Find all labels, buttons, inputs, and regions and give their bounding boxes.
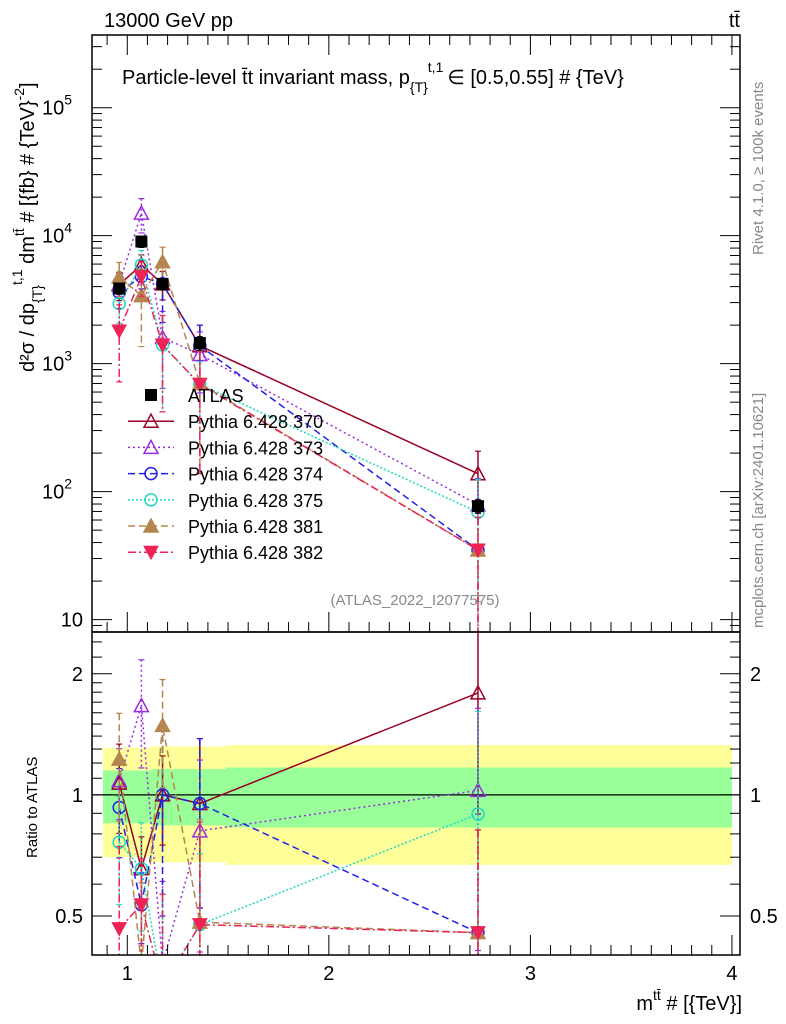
legend-entry-pythia-6-428-375: Pythia 6.428 375 [128, 491, 323, 511]
legend-entry-atlas: ATLAS [145, 386, 244, 406]
ratio-y-axis-label: Ratio to ATLAS [24, 757, 41, 858]
y-tick-label-exponent: 3 [64, 348, 72, 364]
x-tick-label: 4 [726, 963, 737, 985]
y-tick-label-base: 10 [61, 610, 83, 632]
legend-marker [142, 438, 160, 455]
pythia-6-428-382-main-point [133, 269, 150, 285]
legend-label: Pythia 6.428 375 [188, 491, 323, 511]
atlas-main-point [193, 337, 206, 350]
legend-entry-pythia-6-428-370: Pythia 6.428 370 [128, 412, 323, 432]
legend-marker [142, 412, 160, 428]
pythia-6-428-381-ratio-point [154, 716, 171, 733]
pythia-6-428-370-ratio-point [469, 684, 487, 700]
legend-entry-pythia-6-428-373: Pythia 6.428 373 [128, 438, 323, 458]
pythia-6-428-382-ratio-point [111, 922, 128, 937]
analysis-id: (ATLAS_2022_I2077575) [330, 592, 499, 609]
legend-entry-pythia-6-428-382: Pythia 6.428 382 [128, 543, 323, 563]
y-tick-label-exponent: 2 [64, 476, 72, 492]
ratio-frame [91, 631, 741, 956]
y-tick-label: 10 [61, 610, 83, 632]
atlas-main-point [471, 500, 484, 513]
pythia-6-428-374-ratio-point [193, 796, 207, 811]
legend-label: Pythia 6.428 381 [188, 517, 323, 537]
pythia-6-428-382-ratio-point [470, 926, 486, 941]
y-tick-label-base: 10 [42, 482, 64, 504]
ratio-y-tick-label-right: 2 [750, 664, 761, 686]
ratio-y-tick-label-left: 1 [72, 785, 83, 807]
pythia-6-428-373-ratio-point [110, 772, 128, 788]
legend-marker [143, 545, 159, 561]
pythia-6-428-373-ratio-point [133, 697, 150, 713]
ratio-bands [92, 745, 740, 865]
y-tick-label: 102 [42, 476, 72, 504]
legend-marker [145, 389, 157, 401]
atlas-main-point [156, 277, 169, 290]
ratio-y-tick-label-right: 0.5 [750, 906, 778, 928]
y-tick-label: 105 [42, 92, 72, 120]
x-axis-label: mtt̄ # [{TeV}] [636, 987, 742, 1015]
pythia-6-428-373-main-line [118, 212, 479, 506]
rivet-label: Rivet 4.1.0, ≥ 100k events [750, 82, 767, 255]
legend-entry-pythia-6-428-374: Pythia 6.428 374 [128, 465, 323, 485]
legend-label: Pythia 6.428 370 [188, 412, 323, 432]
plot-title: Particle-level t̄t invariant mass, p{T}t… [122, 59, 624, 95]
y-tick-label-base: 10 [42, 98, 64, 120]
process-label: tt̄ [729, 10, 741, 32]
y-tick-label-exponent: 5 [64, 92, 72, 108]
legend-marker [144, 493, 158, 507]
legend-label: Pythia 6.428 373 [188, 438, 323, 458]
pythia-6-428-373-main-point [133, 204, 150, 220]
y-axis-label: d²σ / dp{T}t,1 dmtt̄ # [{fb} # {TeV}-2] [9, 82, 45, 372]
x-tick-label: 3 [525, 963, 536, 985]
ratio-panel-marks [110, 632, 487, 955]
legend-label: ATLAS [188, 386, 244, 406]
ratio-y-tick-label-right: 1 [750, 785, 761, 807]
main-panel-marks [110, 197, 487, 632]
legend-marker [142, 517, 160, 533]
x-tick-label: 2 [323, 963, 334, 985]
pythia-6-428-381-main-point [154, 253, 171, 269]
ratio-y-tick-label-left: 2 [72, 664, 83, 686]
y-tick-label: 104 [42, 220, 72, 248]
y-tick-label-base: 10 [42, 226, 64, 248]
energy-label: 13000 GeV pp [104, 10, 233, 32]
mcplots-label: mcplots.cern.ch [arXiv:2401.10621] [750, 393, 767, 628]
data-marks [110, 197, 487, 955]
pythia-6-428-381-ratio-point [110, 750, 128, 766]
pythia-6-428-382-ratio-point [191, 918, 208, 933]
x-tick-label: 1 [122, 963, 133, 985]
inner-band-bin [226, 767, 732, 828]
pythia-6-428-382-main-point [191, 377, 208, 393]
pythia-6-428-382-ratio-point [133, 898, 150, 913]
pythia-6-428-382-main-point [470, 543, 486, 559]
inner-band-bin [135, 770, 152, 824]
legend: ATLAS Pythia 6.428 370 Pythia 6.428 373 Pyt… [128, 386, 323, 563]
y-tick-label: 103 [42, 348, 72, 376]
pythia-6-428-382-main-point [154, 338, 171, 354]
legend-label: Pythia 6.428 382 [188, 543, 323, 563]
ratio-y-tick-label-left: 0.5 [55, 906, 83, 928]
pythia-6-428-381-ratio-line [118, 725, 479, 955]
y-tick-label-base: 10 [42, 354, 64, 376]
legend-marker [144, 466, 158, 481]
pythia-6-428-381-main-point [110, 268, 128, 284]
atlas-main-point [113, 282, 126, 295]
legend-label: Pythia 6.428 374 [188, 465, 323, 485]
legend-entry-pythia-6-428-381: Pythia 6.428 381 [128, 517, 323, 537]
pythia-6-428-375-main-line [118, 263, 479, 513]
atlas-main-point [135, 235, 148, 248]
y-tick-label-exponent: 4 [64, 220, 72, 236]
pythia-6-428-382-main-point [111, 324, 128, 340]
pythia-6-428-375-ratio-point [471, 807, 485, 821]
pythia-6-428-382-ratio-line [118, 903, 478, 955]
